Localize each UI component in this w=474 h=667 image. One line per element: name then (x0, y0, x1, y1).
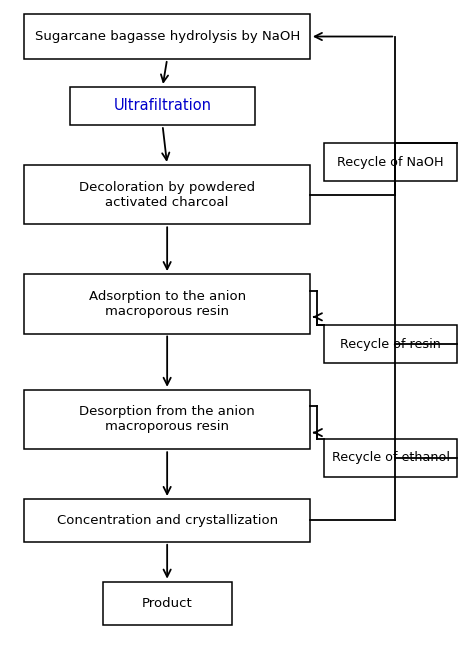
FancyBboxPatch shape (324, 325, 457, 364)
Text: Recycle of resin: Recycle of resin (340, 338, 441, 351)
Text: Product: Product (142, 596, 192, 610)
FancyBboxPatch shape (324, 439, 457, 477)
Text: Decoloration by powdered
activated charcoal: Decoloration by powdered activated charc… (79, 181, 255, 209)
Text: Ultrafiltration: Ultrafiltration (114, 99, 211, 113)
Text: Recycle of NaOH: Recycle of NaOH (337, 155, 444, 169)
FancyBboxPatch shape (324, 143, 457, 181)
Text: Adsorption to the anion
macroporous resin: Adsorption to the anion macroporous resi… (89, 289, 246, 317)
Text: Sugarcane bagasse hydrolysis by NaOH: Sugarcane bagasse hydrolysis by NaOH (35, 30, 300, 43)
FancyBboxPatch shape (103, 582, 232, 624)
Text: Recycle of ethanol: Recycle of ethanol (332, 452, 450, 464)
FancyBboxPatch shape (24, 499, 310, 542)
FancyBboxPatch shape (24, 274, 310, 334)
FancyBboxPatch shape (24, 390, 310, 450)
FancyBboxPatch shape (71, 87, 255, 125)
FancyBboxPatch shape (24, 165, 310, 224)
Text: Concentration and crystallization: Concentration and crystallization (56, 514, 278, 527)
FancyBboxPatch shape (24, 14, 310, 59)
Text: Desorption from the anion
macroporous resin: Desorption from the anion macroporous re… (79, 406, 255, 434)
